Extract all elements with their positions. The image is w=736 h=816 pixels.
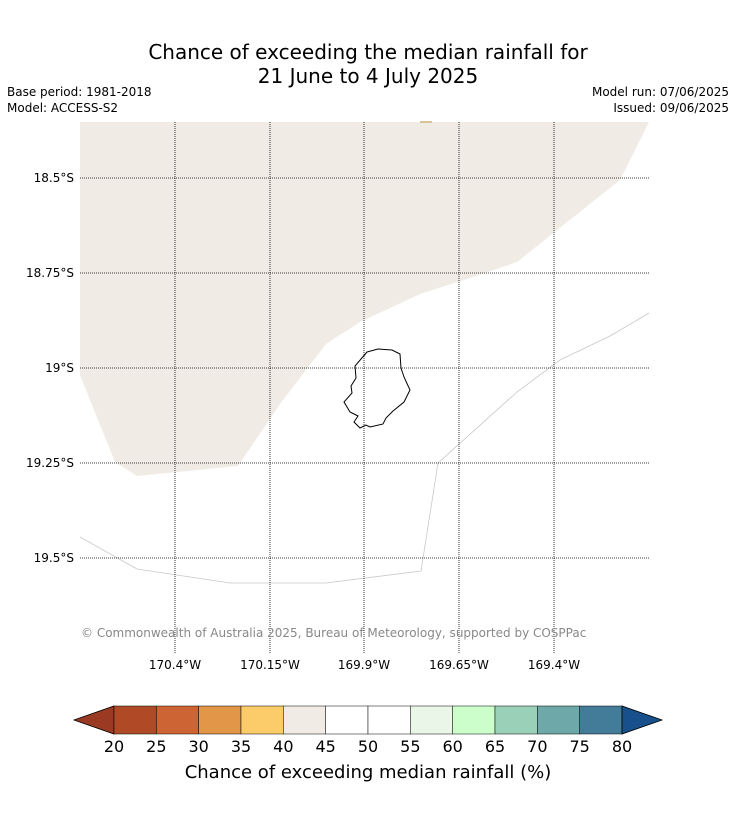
- colorbar-tick-label: 30: [188, 737, 209, 756]
- colorbar-tick-label: 75: [569, 737, 590, 756]
- colorbar-bin-10: [494, 705, 538, 735]
- island-outline: [343, 348, 411, 429]
- colorbar-bin-6: [325, 705, 369, 735]
- colorbar-tick-label: 20: [103, 737, 125, 756]
- lon-label-4: 169.65°W: [429, 658, 489, 672]
- lat-label-5: 19.5°S: [33, 551, 74, 565]
- eez-boundary-line: [79, 312, 650, 584]
- base-period-text: Base period: 1981-2018: [7, 85, 152, 99]
- colorbar-tick-label: 50: [357, 737, 379, 756]
- colorbar-bin-7: [367, 705, 411, 735]
- colorbar-tick-label: 70: [527, 737, 548, 756]
- model-text: Model: ACCESS-S2: [7, 101, 119, 115]
- land-area: [80, 122, 649, 476]
- colorbar-bin-8: [410, 705, 453, 735]
- lon-label-5: 169.4°W: [527, 658, 581, 672]
- colorbar-tick-label: 25: [146, 737, 167, 756]
- lon-label-2: 170.15°W: [240, 658, 300, 672]
- lon-label-3: 169.9°W: [337, 658, 391, 672]
- lon-label-1: 170.4°W: [148, 658, 202, 672]
- colorbar-under-arrow: [72, 705, 115, 735]
- longitude-gridlines: [174, 122, 555, 653]
- lat-label-3: 19°S: [45, 361, 74, 375]
- colorbar: [72, 705, 664, 735]
- colorbar-tick-label: 35: [230, 737, 252, 756]
- lat-label-1: 18.5°S: [33, 171, 74, 185]
- map-title-line-2: 21 June to 4 July 2025: [257, 64, 479, 88]
- colorbar-bin-9: [452, 705, 496, 735]
- colorbar-tick-label: 45: [315, 737, 336, 756]
- colorbar-tick-label: 55: [400, 737, 421, 756]
- colorbar-tick-label: 60: [442, 737, 463, 756]
- colorbar-bin-4: [240, 705, 284, 735]
- lat-label-2: 18.75°S: [26, 266, 74, 280]
- copyright-text: © Commonwealth of Australia 2025, Bureau…: [81, 626, 587, 640]
- colorbar-bin-5: [283, 705, 326, 735]
- colorbar-tick-label: 80: [611, 737, 633, 756]
- colorbar-bin-1: [113, 705, 157, 735]
- model-run-text: Model run: 07/06/2025: [591, 85, 729, 99]
- colorbar-bin-11: [537, 705, 580, 735]
- map-area: [79, 121, 650, 653]
- colorbar-label: Chance of exceeding median rainfall (%): [184, 762, 552, 783]
- colorbar-tick-label: 65: [484, 737, 506, 756]
- colorbar-tick-label: 40: [273, 737, 294, 756]
- colorbar-bin-2: [156, 705, 199, 735]
- map-title-line-1: Chance of exceeding the median rainfall …: [148, 40, 588, 64]
- issued-text: Issued: 09/06/2025: [613, 101, 729, 115]
- colorbar-bin-3: [198, 705, 242, 735]
- colorbar-bin-12: [579, 705, 623, 735]
- colorbar-over-arrow: [621, 705, 664, 735]
- lat-label-4: 19.25°S: [26, 456, 74, 470]
